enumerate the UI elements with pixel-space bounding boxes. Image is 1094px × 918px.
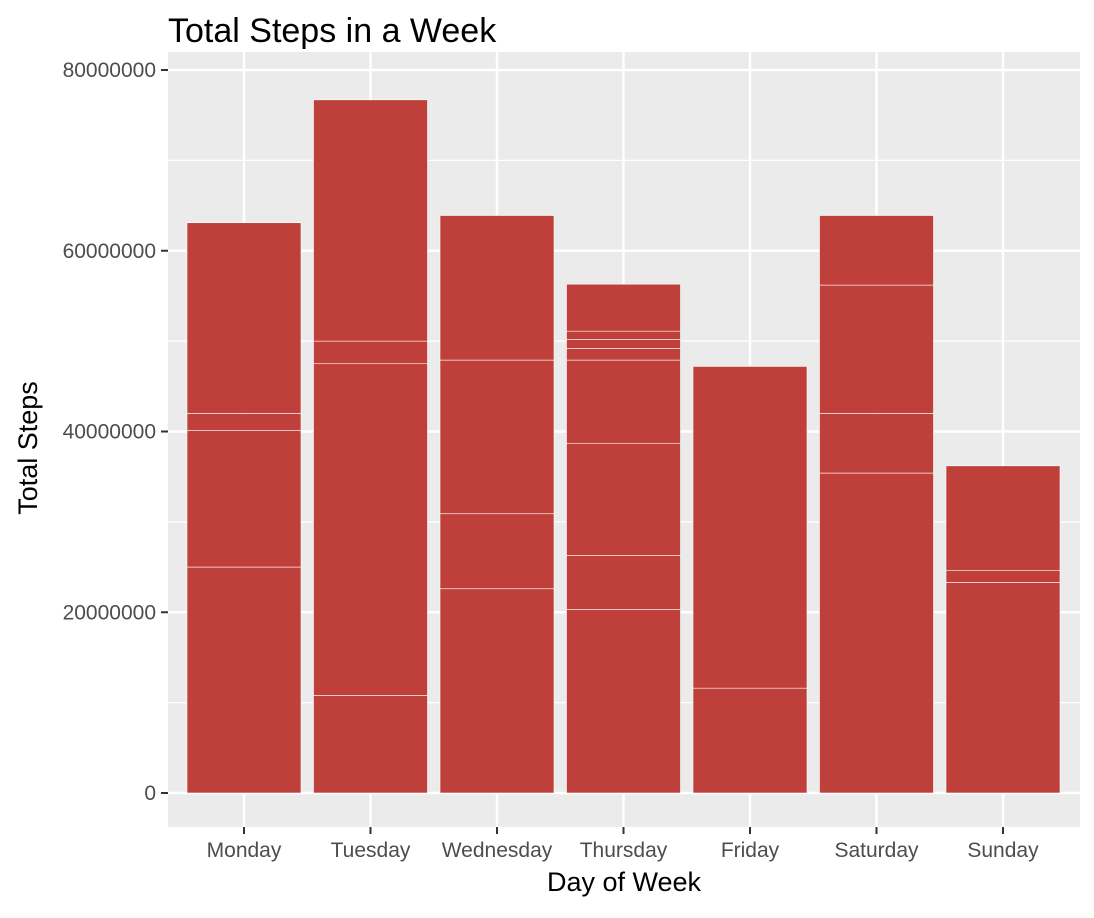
y-tick-label: 0 (144, 782, 156, 805)
bar-segment-monday (186, 413, 302, 431)
bar-segment-monday (186, 222, 302, 414)
y-tick-label: 40000000 (63, 421, 156, 444)
bar-segment-saturday (819, 472, 934, 794)
x-tick-label: Monday (207, 839, 282, 862)
bar-segment-thursday (566, 442, 681, 556)
bars (186, 99, 1061, 794)
bar-segment-wednesday (439, 513, 555, 590)
x-axis: Monday Tuesday Wednesday Thursday Friday Satu… (207, 827, 1039, 862)
x-tick-label: Sunday (967, 839, 1039, 862)
bar-segment-thursday (566, 283, 681, 332)
bar-segment-monday (186, 430, 302, 568)
bar-segment-friday (692, 366, 808, 689)
y-tick-label: 20000000 (63, 601, 156, 624)
x-tick-label: Friday (721, 839, 780, 862)
bar-segment-wednesday (439, 215, 555, 361)
bar-segment-tuesday (313, 99, 428, 342)
x-tick-label: Tuesday (331, 839, 411, 862)
bar-segment-sunday (945, 465, 1061, 571)
bar-segment-wednesday (439, 359, 555, 515)
bar-segment-thursday (566, 359, 681, 444)
bar-segment-wednesday (439, 588, 555, 794)
bar-segment-thursday (566, 330, 681, 340)
x-axis-label: Day of Week (547, 867, 702, 897)
bar-segment-thursday (566, 339, 681, 349)
x-tick-label: Saturday (834, 839, 919, 862)
bar-segment-sunday (945, 570, 1061, 583)
bar-segment-sunday (945, 582, 1061, 794)
y-tick-label: 60000000 (63, 240, 156, 263)
x-tick-label: Thursday (580, 839, 668, 862)
bar-segment-tuesday (313, 340, 428, 365)
bar-segment-tuesday (313, 695, 428, 794)
chart-title: Total Steps in a Week (168, 12, 497, 50)
y-axis: 0 20000000 40000000 60000000 80000000 (63, 59, 168, 805)
bar-segment-tuesday (313, 363, 428, 696)
bar-segment-monday (186, 566, 302, 794)
bar-segment-saturday (819, 413, 934, 474)
y-tick-label: 80000000 (63, 59, 156, 82)
bar-segment-saturday (819, 215, 934, 286)
y-axis-label: Total Steps (13, 381, 43, 515)
bar-segment-thursday (566, 609, 681, 794)
bar-segment-thursday (566, 555, 681, 610)
x-tick-label: Wednesday (442, 839, 553, 862)
bar-segment-thursday (566, 348, 681, 361)
bar-segment-friday (692, 687, 808, 794)
bar-segment-saturday (819, 284, 934, 414)
